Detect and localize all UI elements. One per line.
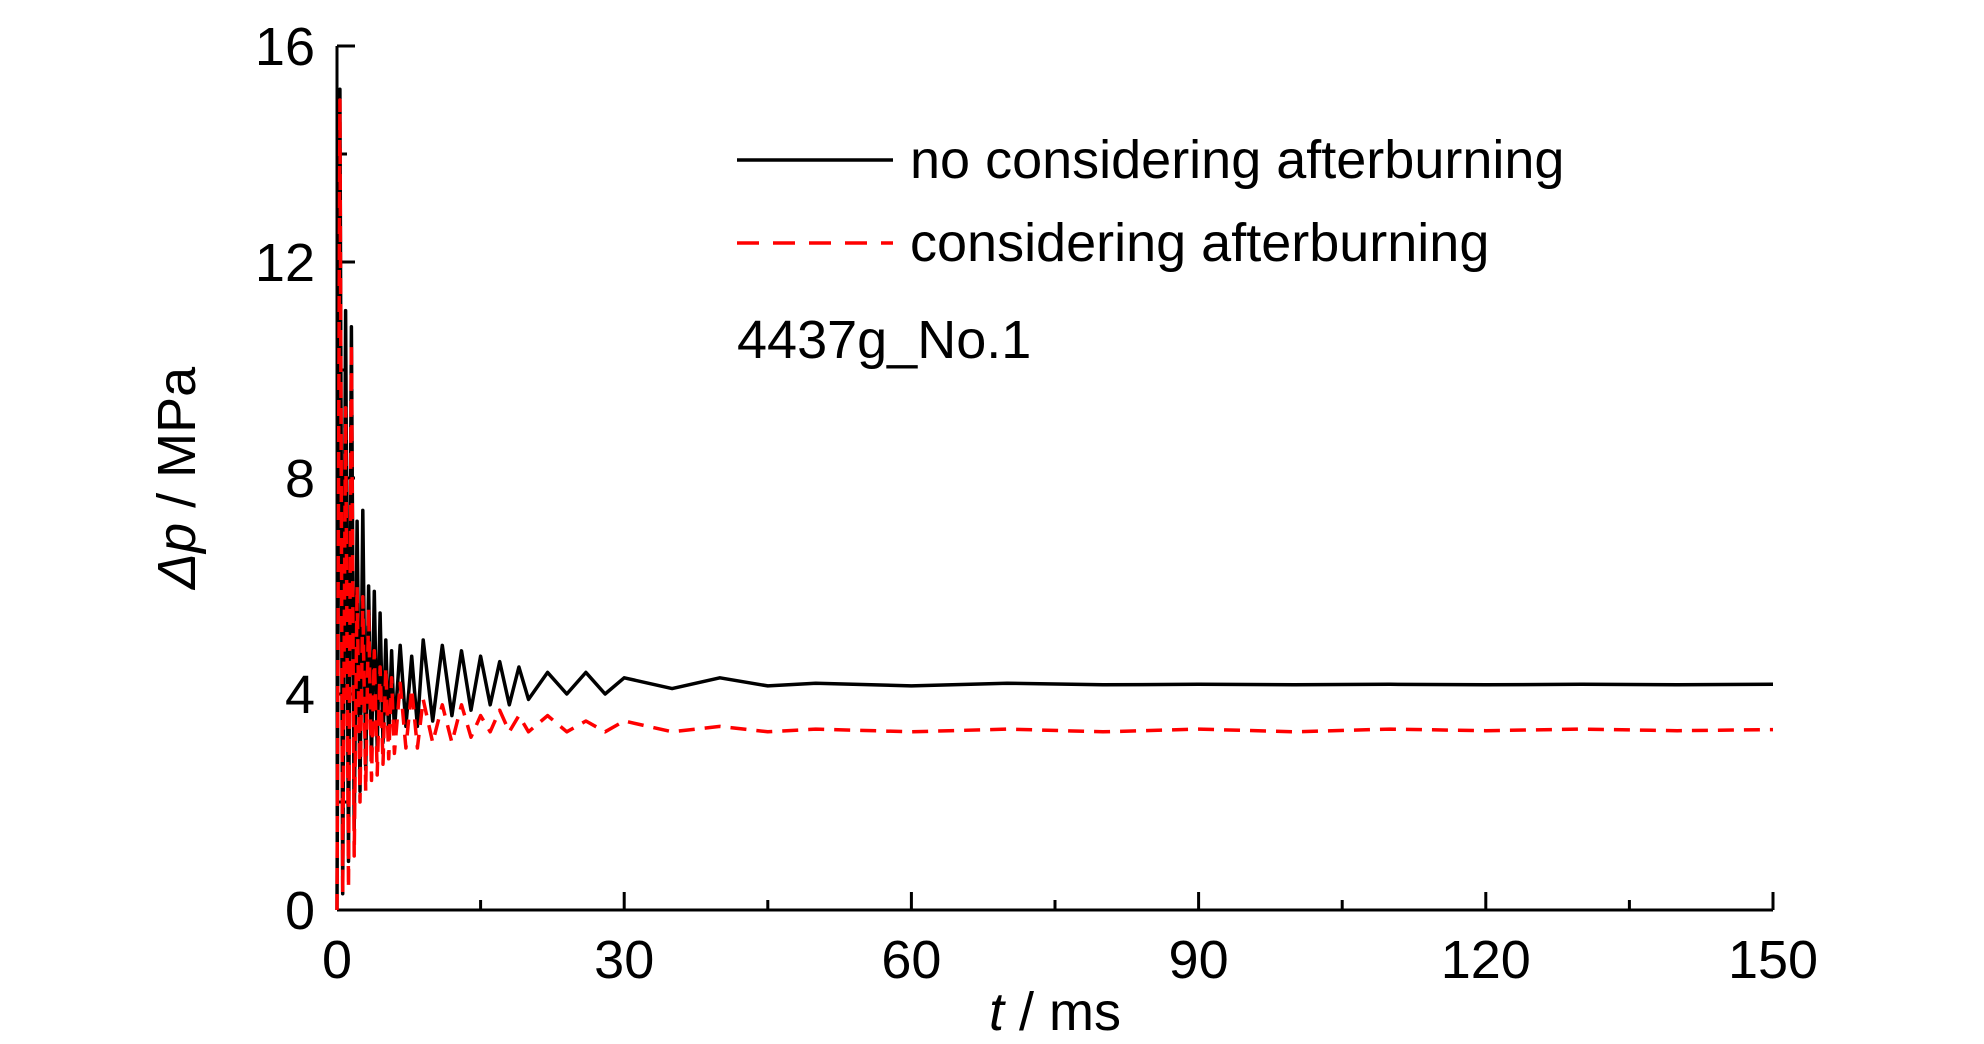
y-axis-label: Δp / MPa <box>147 366 207 591</box>
y-tick-label: 8 <box>285 449 315 509</box>
legend-label-1: no considering afterburning <box>910 130 1564 190</box>
x-axis-label: t / ms <box>989 982 1121 1039</box>
y-axis-variable: Δp <box>147 523 207 591</box>
x-axis-unit: / ms <box>1004 982 1121 1039</box>
y-tick-label: 12 <box>255 233 315 293</box>
x-axis-variable: t <box>989 982 1006 1039</box>
series-line-1 <box>335 87 1774 911</box>
data-series <box>335 87 1774 911</box>
x-tick-label: 60 <box>881 930 941 990</box>
y-tick-label: 0 <box>285 881 315 941</box>
y-axis-unit: / MPa <box>147 366 207 523</box>
x-tick-label: 0 <box>322 930 352 990</box>
ticks: 0 30 60 90 120 150 0 4 8 12 16 <box>255 17 1818 990</box>
x-tick-label: 120 <box>1441 930 1531 990</box>
x-tick-label: 30 <box>594 930 654 990</box>
x-tick-label: 150 <box>1728 930 1818 990</box>
series-line-2 <box>335 98 1774 911</box>
y-tick-label: 4 <box>285 665 315 725</box>
legend-label-2: considering afterburning <box>910 213 1489 273</box>
x-tick-label: 90 <box>1169 930 1229 990</box>
annotation-label: 4437g_No.1 <box>737 310 1031 370</box>
legend: no considering afterburning considering a… <box>737 130 1564 273</box>
y-tick-label: 16 <box>255 17 315 77</box>
